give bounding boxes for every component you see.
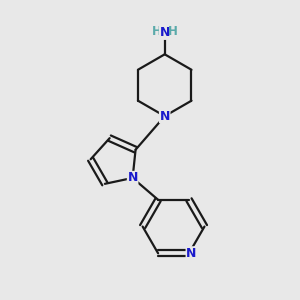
Text: N: N xyxy=(160,26,170,39)
Text: N: N xyxy=(128,171,138,184)
Text: H: H xyxy=(152,25,161,38)
Text: N: N xyxy=(186,247,197,260)
Text: N: N xyxy=(160,110,170,123)
Text: H: H xyxy=(168,25,178,38)
